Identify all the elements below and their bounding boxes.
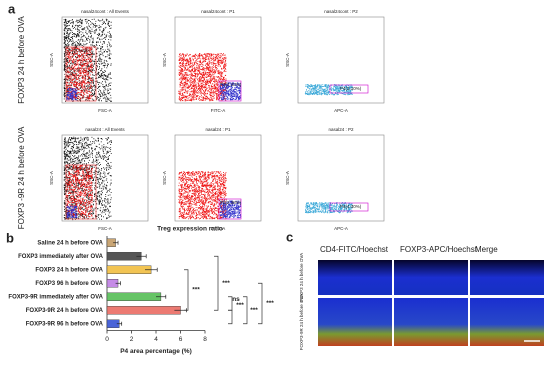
plot-title: nasal24 : All Events <box>85 127 125 132</box>
events <box>63 18 112 103</box>
significance: *** <box>250 307 258 314</box>
y-axis-label: SSC-A <box>285 171 290 185</box>
x-axis-label: APC-A <box>334 226 348 231</box>
bracket <box>214 255 219 311</box>
channel-label: Merge <box>475 245 498 254</box>
events <box>178 53 227 102</box>
micrograph <box>470 298 544 346</box>
y-tick-label: FOXP3-9R 24 h before OVA <box>26 308 104 314</box>
plot-title: nasal24cont : P1 <box>201 9 235 14</box>
y-axis-label: SSC-A <box>162 53 167 67</box>
y-axis-label: SSC-A <box>162 171 167 185</box>
gate <box>329 202 369 212</box>
y-tick-label: FOXP3-9R 96 h before OVA <box>26 321 104 327</box>
row-label: FOXP3 24 h before OVA <box>299 253 304 302</box>
bar-chart: Treg expression ratio 0 2 4 6 8 P4 area percen… <box>8 226 274 356</box>
x-axis-label: FSC-A <box>98 226 112 231</box>
x-tick-label: 2 <box>130 336 134 343</box>
bar <box>106 292 162 301</box>
bar <box>106 265 152 274</box>
gate <box>329 84 369 94</box>
plot-title: nasal24 : P1 <box>205 127 231 132</box>
gated-events <box>66 87 78 101</box>
gate <box>65 46 97 102</box>
gate-label: P2(2.33%) <box>220 82 242 87</box>
panel-label: b <box>6 230 14 245</box>
micrograph <box>318 298 392 346</box>
gate-label: P4(4.30%) <box>340 204 362 209</box>
x-axis-label: FITC-A <box>211 226 226 231</box>
y-axis-label: SSC-A <box>285 53 290 67</box>
y-tick-label: FOXP3 96 h before OVA <box>35 281 103 287</box>
bracket <box>258 282 263 325</box>
bracket <box>228 309 233 325</box>
micrograph <box>470 260 544 295</box>
micrograph <box>318 260 392 295</box>
significance: *** <box>266 300 274 307</box>
bracket <box>184 269 189 311</box>
panel-label: a <box>8 1 16 16</box>
events <box>304 84 353 96</box>
y-axis-label: SSC-A <box>49 171 54 185</box>
gated-events <box>66 205 78 219</box>
x-axis-label: APC-A <box>334 108 348 113</box>
x-tick-label: 6 <box>179 336 183 343</box>
x-tick-label: 8 <box>203 336 207 343</box>
chart-title: Treg expression ratio <box>157 226 223 233</box>
channel-label: CD4-FITC/Hoechst <box>320 245 389 254</box>
gate-label: P4(3.10%) <box>340 86 362 91</box>
panel-label: c <box>286 229 293 244</box>
y-tick-label: FOXP3 immediately after OVA <box>18 254 104 260</box>
gate <box>218 80 242 102</box>
micrograph <box>394 260 468 295</box>
bracket <box>243 296 248 325</box>
y-tick-label: Saline 24 h before OVA <box>37 240 103 246</box>
significance: ns <box>232 296 240 303</box>
plot-title: nasal24 : P2 <box>328 127 354 132</box>
significance: *** <box>222 280 230 287</box>
micrograph <box>394 298 468 346</box>
y-axis-label: SSC-A <box>49 53 54 67</box>
bar <box>106 252 142 261</box>
x-axis-label: FITC-A <box>211 108 226 113</box>
gated-events <box>219 82 242 101</box>
gate <box>218 198 242 220</box>
events <box>178 171 227 220</box>
gate-label: P1(60.54%) <box>68 166 92 171</box>
significance: *** <box>192 287 200 294</box>
plot-title: nasal24cont : P2 <box>324 9 358 14</box>
x-tick-label: 4 <box>154 336 158 343</box>
x-axis-label: P4 area percentage (%) <box>120 348 192 355</box>
y-tick-label: FOXP3 24 h before OVA <box>35 267 103 273</box>
gate-label: P1(73.63%) <box>68 48 92 53</box>
gated-events <box>66 47 93 100</box>
x-axis-label: FSC-A <box>98 108 112 113</box>
row-label: FOXP3 24 h before OVA <box>17 16 26 104</box>
bar <box>106 306 181 315</box>
gate-label: P2(2.38%) <box>220 200 242 205</box>
events <box>305 202 353 214</box>
channel-label: FOXP3-APC/Hoechst <box>400 245 478 254</box>
gated-events <box>219 200 242 219</box>
gate <box>65 164 97 220</box>
row-label: FOXP3-9R 24 h before OVA <box>299 294 304 350</box>
x-tick-label: 0 <box>105 336 109 343</box>
row-label: FOXP3 -9R 24 h before OVA <box>17 126 26 229</box>
gated-events <box>66 165 93 218</box>
y-tick-label: FOXP3-9R immediately after OVA <box>8 294 103 300</box>
plot-title: nasal24cont : All Events <box>81 9 130 14</box>
significance: *** <box>236 302 244 309</box>
flow-panel: FOXP3 24 h before OVA nasal24cont : All E… <box>17 9 385 231</box>
